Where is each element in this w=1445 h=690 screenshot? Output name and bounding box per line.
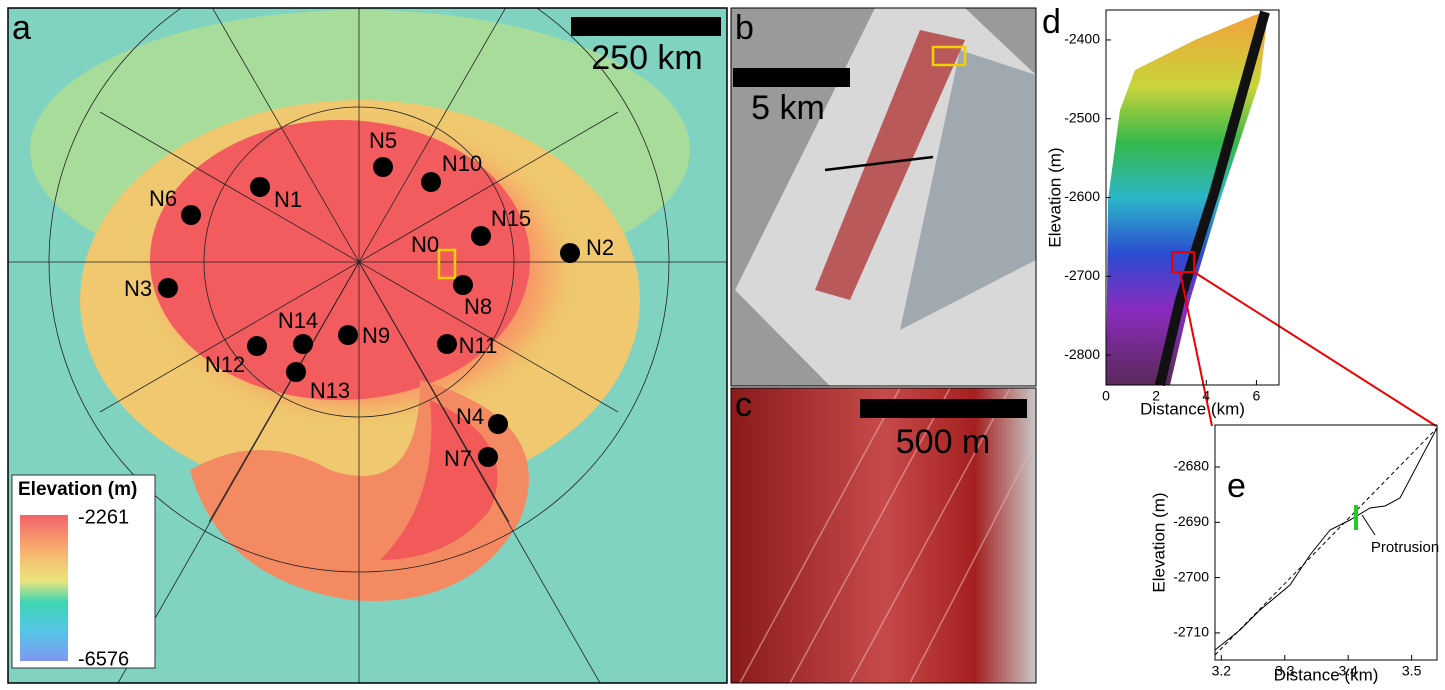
site-label: N13 [310, 378, 350, 403]
scale-bar-label: 250 km [591, 39, 703, 77]
panel-letter: e [1227, 467, 1246, 505]
y-tick-label: -2690 [1173, 513, 1209, 529]
x-tick-label: 3.5 [1402, 663, 1422, 679]
y-tick-label: -2700 [1173, 568, 1209, 584]
site-label: N4 [456, 404, 484, 429]
scale-bar-label: 5 km [751, 89, 825, 127]
y-tick-label: -2680 [1173, 458, 1209, 474]
x-axis-label: Distance (km) [1274, 665, 1379, 684]
site-marker [471, 226, 491, 246]
legend-min: -6576 [78, 648, 129, 670]
site-label: N9 [362, 323, 390, 348]
site-marker [286, 362, 306, 382]
x-tick-label: 3.2 [1212, 663, 1232, 679]
panel-letter: d [1042, 3, 1061, 41]
y-tick-label: -2700 [1064, 267, 1100, 283]
site-marker [181, 205, 201, 225]
site-marker [373, 157, 393, 177]
panel-letter: a [12, 9, 31, 47]
site-label: N14 [278, 308, 318, 333]
site-label: N5 [369, 128, 397, 153]
y-tick-label: -2800 [1064, 346, 1100, 362]
panel-letter: c [735, 386, 752, 424]
site-label: N6 [149, 186, 177, 211]
annotation: Protrusion [1371, 539, 1439, 556]
site-label: N1 [274, 187, 302, 212]
figure: a 250 km N0 N1 N2 N3 N4 N5 N6 N7 N8 N9 N10 N11 N12 N1… [0, 0, 1445, 685]
panel-c-image [731, 388, 1036, 683]
site-label: N8 [464, 294, 492, 319]
legend-max: -2261 [78, 506, 129, 528]
site-label: N2 [586, 235, 614, 260]
site-marker [293, 334, 313, 354]
site-label: N12 [205, 352, 245, 377]
y-axis-label: Elevation (m) [1045, 147, 1064, 247]
scale-bar-label: 500 m [896, 423, 991, 461]
x-axis-label: Distance (km) [1140, 399, 1245, 418]
site-marker [158, 278, 178, 298]
site-label: N11 [459, 333, 498, 358]
y-tick-label: -2400 [1064, 31, 1100, 47]
site-marker [421, 172, 441, 192]
surface-image [1106, 12, 1268, 385]
x-tick-label: 0 [1102, 388, 1110, 404]
site-marker [338, 325, 358, 345]
site-label: N0 [411, 232, 439, 257]
site-marker [247, 336, 267, 356]
site-marker [488, 414, 508, 434]
site-label: N3 [124, 276, 152, 301]
y-axis-label: Elevation (m) [1149, 492, 1168, 592]
site-marker [250, 177, 270, 197]
site-marker [478, 447, 498, 467]
site-label: N10 [442, 151, 482, 176]
x-tick-label: 6 [1253, 388, 1261, 404]
panel-b-image [731, 8, 1036, 386]
site-marker [453, 275, 473, 295]
y-tick-label: -2600 [1064, 188, 1100, 204]
y-tick-label: -2710 [1173, 624, 1209, 640]
legend-title: Elevation (m) [18, 479, 137, 500]
y-tick-label: -2500 [1064, 109, 1100, 125]
panel-letter: b [735, 9, 754, 47]
site-label: N7 [444, 446, 472, 471]
site-label: N15 [491, 206, 531, 231]
site-marker [437, 334, 457, 354]
site-marker [560, 243, 580, 263]
